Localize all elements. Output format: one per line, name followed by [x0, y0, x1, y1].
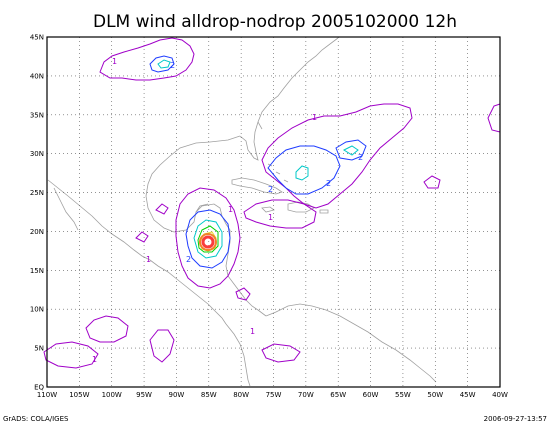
- coastline-pacific-mexico: [47, 179, 151, 261]
- contour-level7-wilma: [201, 235, 215, 249]
- y-tick-label: 45N: [30, 34, 44, 42]
- y-tick-label: 40N: [30, 72, 44, 80]
- map-title: DLM wind alldrop-nodrop 2005102000 12h: [93, 12, 457, 32]
- x-tick-label: 90W: [169, 391, 185, 399]
- x-tick-label: 95W: [136, 391, 152, 399]
- x-tick-label: 45W: [460, 391, 476, 399]
- contour-level1-south-pacific: [149, 329, 175, 363]
- contour-level1-mid-atlantic: [423, 175, 441, 189]
- coastline-jamaica: [261, 206, 275, 213]
- y-tick-label: 25N: [30, 189, 44, 197]
- longitude-tick-labels: 110W 105W 100W 95W 90W 85W 80W 75W 70W 65W 60W 55W 5…: [37, 391, 508, 399]
- x-tick-label: 100W: [102, 391, 122, 399]
- coastline-gulf-of-mexico: [145, 135, 241, 233]
- contour-label: 2: [268, 185, 273, 194]
- coastline-baja-california: [53, 187, 79, 231]
- coastline-yucatan: [195, 203, 209, 213]
- coastline-north-america-east: [257, 37, 339, 130]
- coastline-south-america-north: [265, 303, 437, 383]
- map-frame: [46, 36, 501, 388]
- contour-level3-great-lakes: [157, 59, 171, 69]
- contour-level1-atlantic: [261, 103, 413, 209]
- x-tick-label: 85W: [201, 391, 217, 399]
- contour-label: 1: [112, 57, 117, 66]
- contour-label: 1: [146, 255, 151, 264]
- coastline-florida: [239, 121, 259, 161]
- footer-left: GrADS: COLA/IGES: [3, 415, 69, 423]
- x-tick-label: 75W: [266, 391, 282, 399]
- y-tick-label: 35N: [30, 111, 44, 119]
- x-tick-label: 70W: [298, 391, 314, 399]
- coastline-puerto-rico: [319, 209, 329, 214]
- contour-level2-atlantic: [267, 145, 341, 195]
- x-tick-label: 60W: [363, 391, 379, 399]
- contour-level2-gulf-caribbean: [185, 209, 231, 269]
- y-tick-label: 15N: [30, 267, 44, 275]
- contour-label: 1: [250, 327, 255, 336]
- contour-level1-venezuela: [261, 343, 301, 363]
- contour-level1-west-texas: [155, 203, 169, 215]
- y-tick-label: 5N: [34, 345, 44, 353]
- x-tick-label: 50W: [427, 391, 443, 399]
- x-tick-label: 40W: [492, 391, 508, 399]
- contour-level1-honduras: [235, 287, 251, 301]
- contour-level2-atlantic-east: [335, 139, 367, 161]
- coastlines: [47, 37, 437, 387]
- contour-label: 1: [312, 113, 317, 122]
- y-tick-label: 10N: [30, 306, 44, 314]
- contour-level4-wilma: [197, 225, 219, 253]
- contour-field: [43, 37, 501, 369]
- contour-level1-great-lakes: [99, 37, 195, 81]
- x-tick-label: 105W: [69, 391, 89, 399]
- contour-level1-gulf-caribbean: [175, 187, 241, 289]
- coastline-south-america-west: [225, 323, 251, 387]
- contour-label: 2: [358, 153, 363, 162]
- x-tick-label: 55W: [395, 391, 411, 399]
- contour-level1-mexico-west: [135, 231, 149, 243]
- coastline-central-america: [149, 259, 227, 325]
- contour-level1-caribbean-east: [243, 199, 317, 229]
- contour-label: 2: [170, 61, 175, 70]
- y-tick-label: EQ: [34, 384, 44, 392]
- contour-labels: 1 2 1 2 2 2 1 1 1 1 1 2: [92, 57, 363, 364]
- contour-label: 1: [92, 355, 97, 364]
- y-tick-label: 30N: [30, 150, 44, 158]
- x-tick-label: 80W: [233, 391, 249, 399]
- contour-level1-eastern-pacific: [43, 341, 99, 369]
- contour-label: 2: [186, 255, 191, 264]
- y-tick-label: 20N: [30, 228, 44, 236]
- contour-label: 1: [268, 213, 273, 222]
- contour-label: 2: [326, 179, 331, 188]
- coastline-hispaniola: [287, 201, 315, 213]
- latitude-tick-labels: EQ 5N 10N 15N 20N 25N 30N 35N 40N 45N: [30, 34, 45, 392]
- contour-level3-wilma: [193, 219, 223, 259]
- x-tick-label: 110W: [37, 391, 57, 399]
- contour-label: 1: [228, 205, 233, 214]
- contour-level3-atlantic-west: [295, 165, 309, 181]
- contour-level6-wilma: [199, 233, 217, 251]
- coastline-cuba: [231, 177, 283, 195]
- x-tick-label: 65W: [330, 391, 346, 399]
- contour-level2-great-lakes: [149, 55, 175, 73]
- contour-level3-atlantic-east: [342, 145, 359, 156]
- footer-right: 2006-09-27-13:57: [484, 415, 547, 423]
- contour-level1-pacific: [85, 315, 129, 343]
